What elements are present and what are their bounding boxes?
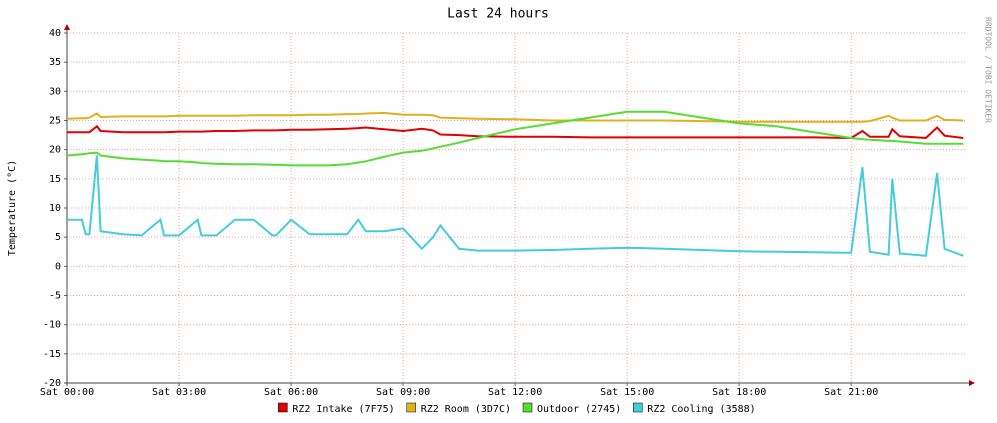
legend-swatch xyxy=(278,402,288,413)
x-tick-label: Sat 15:00 xyxy=(600,387,654,398)
y-tick-label: 15 xyxy=(49,174,61,185)
y-tick-label: -15 xyxy=(43,349,61,360)
watermark: RRDTOOL / TOBI OETIKER xyxy=(984,17,993,123)
x-tick-label: Sat 00:00 xyxy=(40,387,94,398)
y-tick-label: 5 xyxy=(55,232,61,243)
x-tick-label: Sat 06:00 xyxy=(264,387,318,398)
y-tick-label: 0 xyxy=(55,261,61,272)
y-tick-label: 25 xyxy=(49,116,61,127)
y-tick-label: -10 xyxy=(43,320,61,331)
axis-arrow xyxy=(969,380,975,386)
legend: RZ2 Intake (7F75) RZ2 Room (3D7C) Outdoor … xyxy=(278,402,756,415)
y-tick-label: -20 xyxy=(43,378,61,389)
series-line xyxy=(67,155,964,257)
y-tick-label: 35 xyxy=(49,57,61,68)
x-tick-label: Sat 09:00 xyxy=(376,387,430,398)
series-line xyxy=(67,124,964,140)
y-tick-label: 40 xyxy=(49,28,61,39)
legend-label: RZ2 Room (3D7C) xyxy=(421,404,511,415)
x-tick-label: Sat 21:00 xyxy=(824,387,878,398)
chart-title: Last 24 hours xyxy=(447,7,549,22)
legend-label: RZ2 Cooling (3588) xyxy=(647,404,755,415)
x-tick-label: Sat 12:00 xyxy=(488,387,542,398)
legend-swatch xyxy=(522,402,533,413)
y-tick-label: 10 xyxy=(49,203,61,214)
y-tick-label: 20 xyxy=(49,145,61,156)
x-tick-label: Sat 18:00 xyxy=(712,387,766,398)
axis-arrow xyxy=(64,24,70,30)
legend-swatch xyxy=(406,402,416,413)
y-axis-label: Temperature (°C) xyxy=(7,160,18,256)
legend-label: RZ2 Intake (7F75) xyxy=(292,404,394,415)
series-line xyxy=(66,111,964,123)
y-tick-label: -5 xyxy=(49,291,61,302)
series-line xyxy=(66,110,964,167)
x-tick-label: Sat 03:00 xyxy=(152,387,206,398)
legend-swatch xyxy=(633,402,643,413)
legend-label: Outdoor (2745) xyxy=(537,404,621,415)
y-tick-label: 30 xyxy=(49,86,61,97)
